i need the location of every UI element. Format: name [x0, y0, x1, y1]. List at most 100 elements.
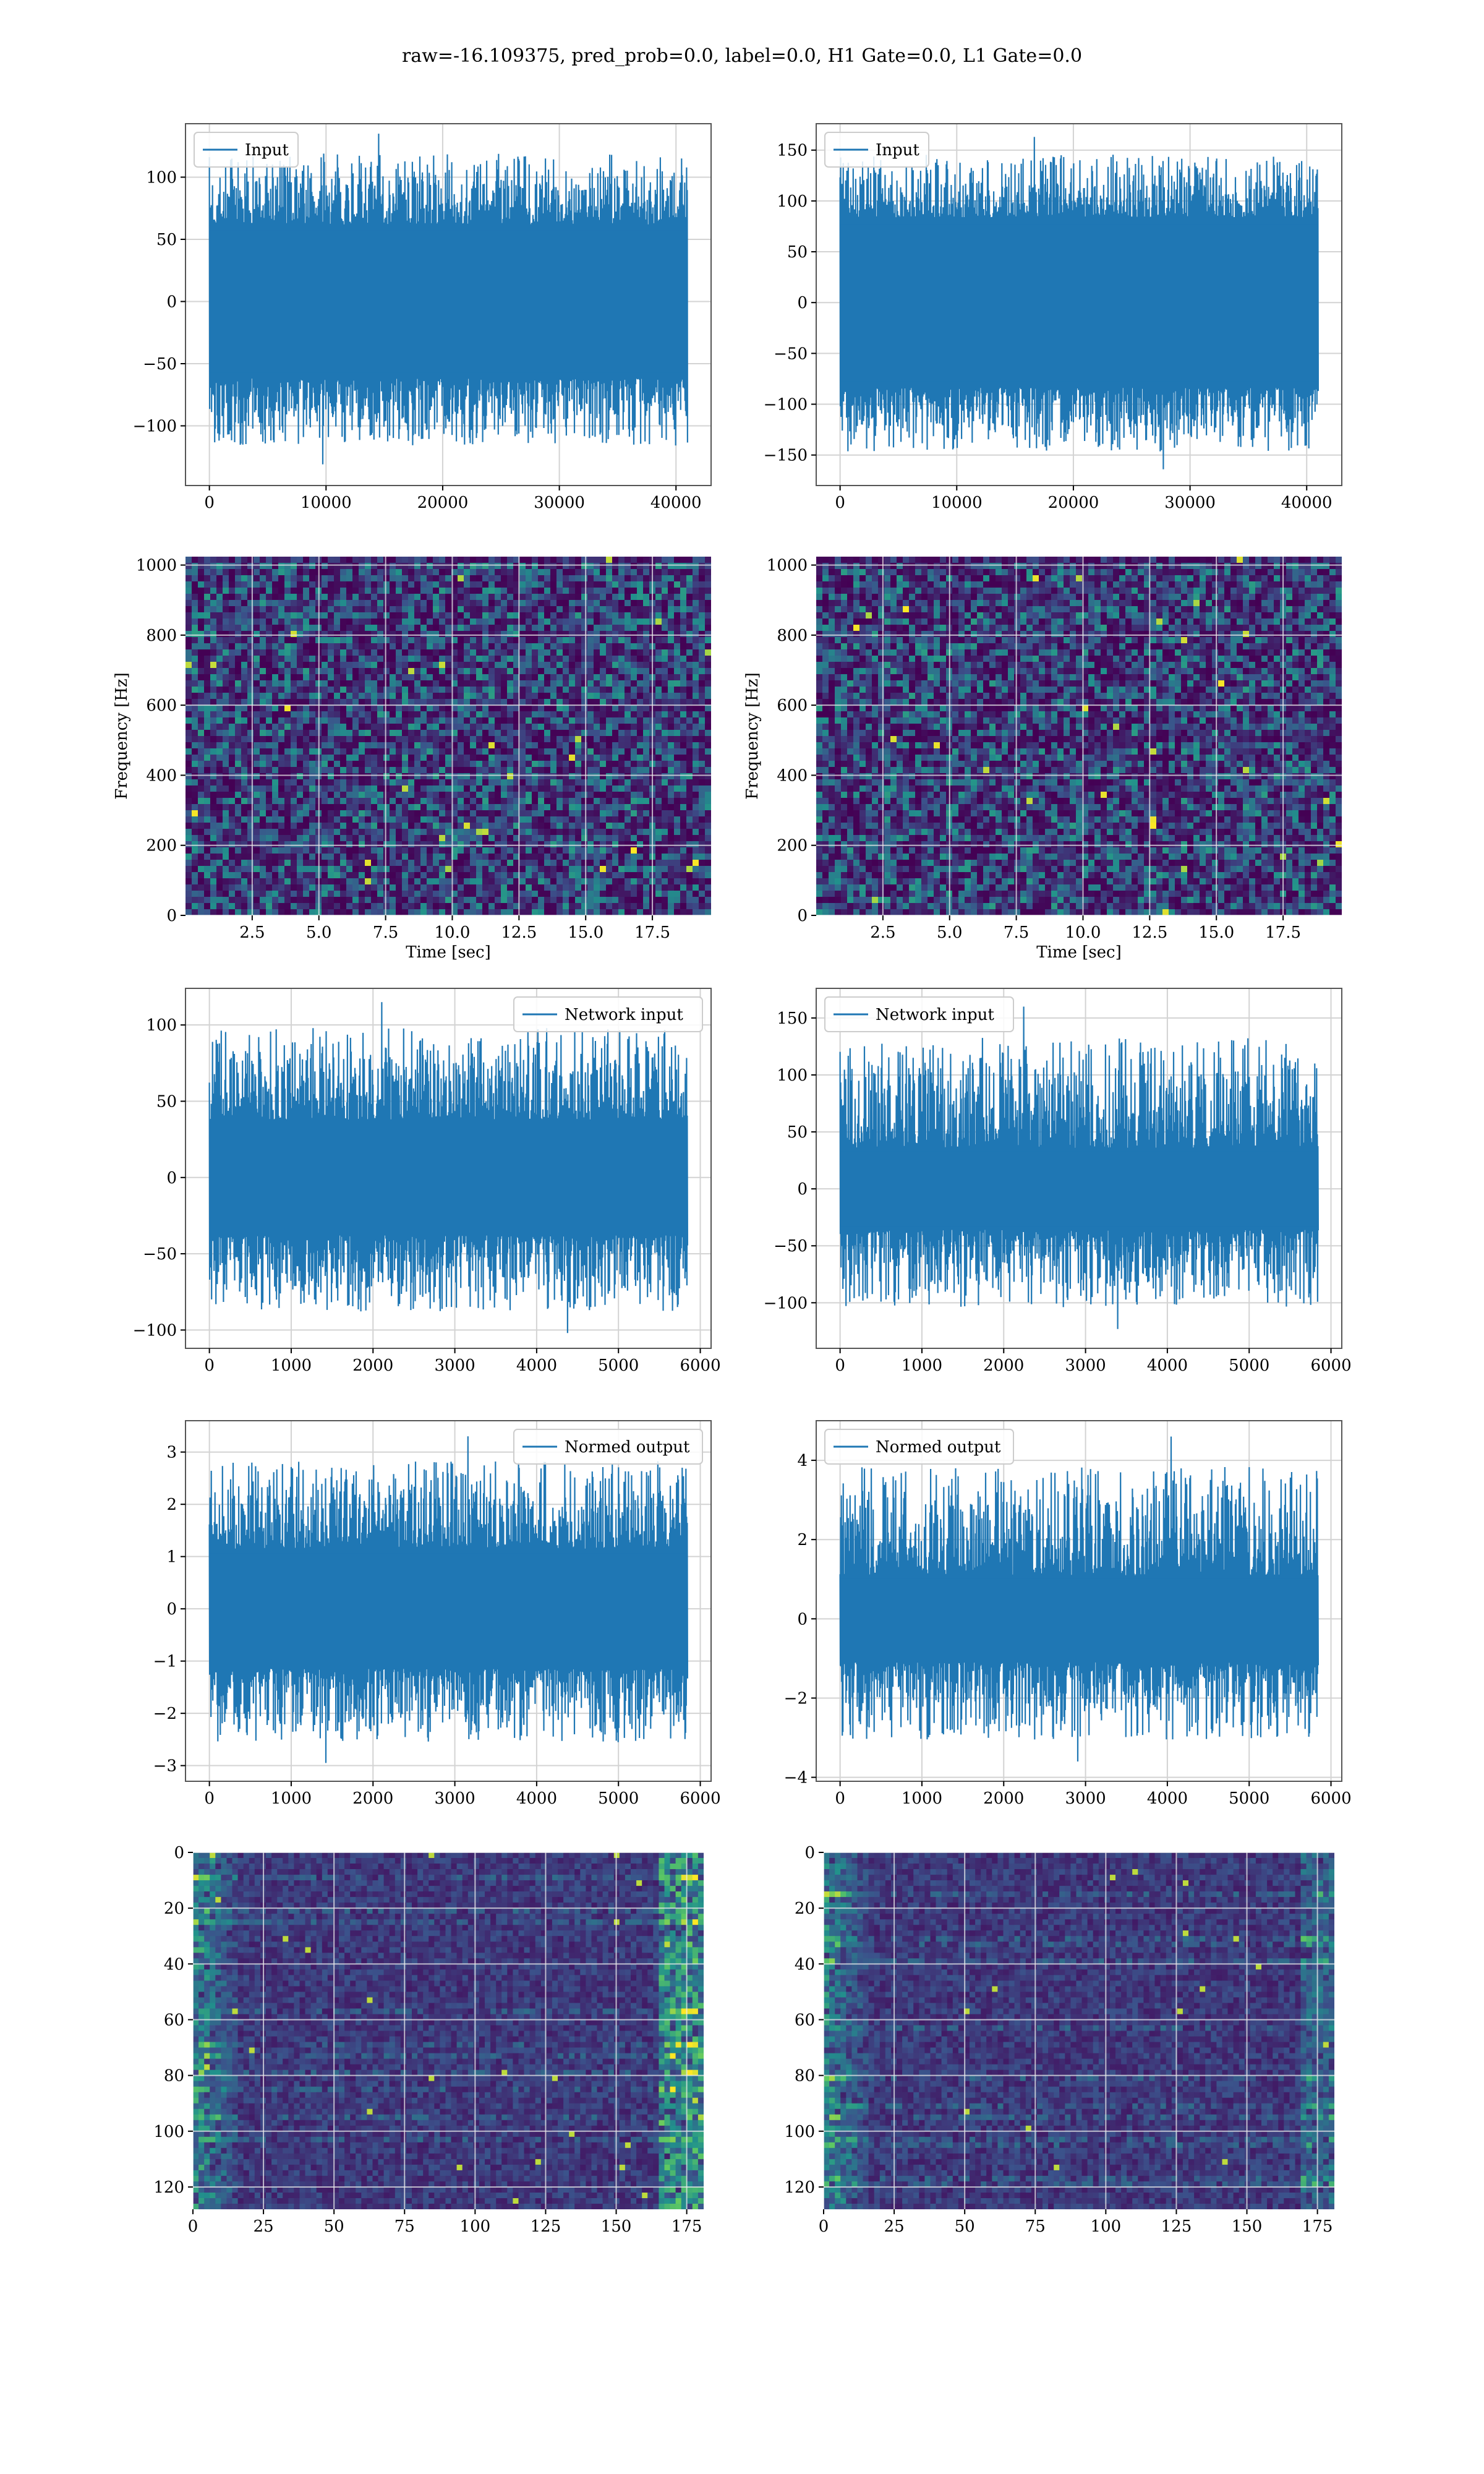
h1-normed-output-legend: Normed output	[513, 1429, 703, 1465]
h1-feature-map-xtick-label: 125	[531, 2217, 561, 2236]
h1-network-input-ytick-label: −100	[133, 1321, 177, 1340]
h1-feature-map-ytick-label: 0	[174, 1844, 184, 1862]
h1-spectrogram-xtick-label: 17.5	[634, 923, 670, 942]
h1-network-input-xtick-label: 4000	[516, 1356, 557, 1375]
l1-network-input-legend-label: Network input	[876, 1006, 994, 1024]
h1-spectrogram-grid	[186, 557, 711, 915]
h1-normed-output-ytick-label: 3	[166, 1444, 177, 1462]
h1-feature-map-ytick-label: 80	[164, 2067, 184, 2086]
l1-feature-map-ytick-label: 60	[795, 2011, 815, 2029]
l1-input-ytick-label: 100	[777, 192, 808, 211]
l1-input-xtick-label: 20000	[1048, 494, 1099, 512]
l1-normed-output-series-core	[840, 1578, 1318, 1659]
h1-normed-output-xtick-label: 6000	[680, 1789, 720, 1808]
l1-spectrogram-xtick-label: 10.0	[1065, 923, 1101, 942]
l1-normed-output-plot-area	[816, 1421, 1342, 1781]
l1-network-input-xtick-label: 4000	[1147, 1356, 1188, 1375]
h1-input-ytick-label: −50	[143, 355, 177, 374]
l1-network-input-ytick-label: 100	[777, 1066, 808, 1085]
l1-normed-output-xtick-label: 6000	[1310, 1789, 1351, 1808]
h1-input-xtick-label: 20000	[417, 494, 469, 512]
l1-input-ytick-label: −50	[774, 345, 808, 363]
l1-network-input-legend: Network input	[824, 996, 1014, 1032]
l1-network-input-ytick-label: 0	[797, 1180, 808, 1199]
h1-network-input-ytick-label: 100	[146, 1016, 177, 1035]
l1-network-input-frame	[816, 988, 1342, 1349]
l1-input-frame	[816, 123, 1342, 486]
l1-input-ytick-label: 50	[787, 243, 808, 262]
l1-input-legend-label: Input	[876, 141, 919, 160]
l1-spectrogram-plot-area	[816, 557, 1342, 915]
h1-input-frame	[185, 123, 712, 486]
h1-network-input-legend-label: Network input	[565, 1006, 683, 1024]
l1-feature-map-xtick-label: 0	[819, 2217, 829, 2236]
h1-input-xtick-label: 40000	[650, 494, 702, 512]
l1-input-ytick-label: 150	[777, 142, 808, 160]
l1-network-input-ytick-label: −100	[764, 1294, 808, 1312]
l1-feature-map-grid	[824, 1852, 1334, 2209]
l1-network-input-plot-area	[816, 988, 1342, 1348]
h1-spectrogram-heatmap	[186, 557, 711, 915]
h1-input-ytick-label: 50	[156, 231, 177, 249]
h1-feature-map-xtick-label: 150	[601, 2217, 632, 2236]
h1-network-input-ytick-label: 50	[156, 1092, 177, 1111]
l1-spectrogram-grid	[816, 557, 1342, 915]
figure-title: raw=-16.109375, pred_prob=0.0, label=0.0…	[402, 45, 1082, 67]
h1-normed-output-frame	[185, 1420, 712, 1782]
l1-feature-map-plot-area	[824, 1852, 1334, 2209]
h1-feature-map-ytick-label: 120	[153, 2178, 184, 2197]
l1-spectrogram-xtick-label: 2.5	[870, 923, 895, 942]
l1-normed-output-xtick-label: 0	[835, 1789, 845, 1808]
h1-feature-map-xtick-label: 50	[324, 2217, 344, 2236]
h1-normed-output-ytick-label: −3	[153, 1757, 177, 1776]
h1-normed-output-series-core	[209, 1553, 688, 1664]
h1-spectrogram-xtick-label: 10.0	[435, 923, 471, 942]
h1-network-input-xtick-label: 0	[204, 1356, 215, 1375]
h1-input-plot-area	[186, 124, 711, 486]
h1-spectrogram-panel: 2.5 5.0 7.5 10.0 12.5 15.0 17.5 0 200 400 600 800 10…	[113, 557, 711, 962]
h1-spectrogram-xtick-label: 7.5	[373, 923, 398, 942]
l1-network-input-xtick-label: 5000	[1229, 1356, 1269, 1375]
l1-spectrogram-xtick-label: 17.5	[1265, 923, 1301, 942]
h1-input-legend-label: Input	[245, 141, 289, 160]
l1-input-panel: 0 10000 20000 30000 40000 −150 −100 −50 0 50 100 15…	[764, 123, 1342, 512]
h1-input-series-core	[209, 230, 688, 373]
l1-spectrogram-xtick-label: 15.0	[1198, 923, 1234, 942]
h1-feature-map-xtick-label: 75	[394, 2217, 415, 2236]
l1-spectrogram-heatmap	[816, 557, 1342, 915]
h1-normed-output-xtick-label: 4000	[516, 1789, 557, 1808]
h1-spectrogram-plot-area	[186, 557, 711, 915]
l1-feature-map-ytick-label: 0	[804, 1844, 815, 1862]
l1-network-input-xtick-label: 0	[835, 1356, 845, 1375]
h1-normed-output-ytick-label: 0	[166, 1600, 177, 1619]
l1-input-xtick-label: 30000	[1164, 494, 1216, 512]
h1-feature-map-ytick-label: 20	[164, 1899, 184, 1918]
l1-network-input-series-line	[839, 1006, 1319, 1329]
h1-network-input-xtick-label: 5000	[598, 1356, 639, 1375]
l1-feature-map-heatmap	[824, 1852, 1334, 2209]
l1-feature-map-xtick-label: 175	[1302, 2217, 1333, 2236]
l1-spectrogram-ytick-label: 1000	[767, 557, 808, 575]
l1-normed-output-ytick-label: 2	[797, 1531, 808, 1549]
h1-spectrogram-ylabel: Frequency [Hz]	[113, 672, 131, 800]
h1-network-input-series-core	[209, 1124, 688, 1231]
l1-spectrogram-ylabel: Frequency [Hz]	[743, 672, 762, 800]
h1-input-xtick-label: 0	[204, 494, 215, 512]
l1-input-legend: Input	[824, 132, 929, 168]
l1-normed-output-xtick-label: 1000	[902, 1789, 942, 1808]
h1-input-ytick-label: 0	[166, 293, 177, 311]
l1-spectrogram-xtick-label: 12.5	[1132, 923, 1167, 942]
h1-feature-map-xtick-label: 175	[672, 2217, 702, 2236]
l1-normed-output-ytick-label: −2	[784, 1689, 808, 1708]
l1-input-series-core	[840, 224, 1318, 382]
h1-feature-map-xtick-label: 25	[254, 2217, 274, 2236]
l1-feature-map-ytick-label: 20	[795, 1899, 815, 1918]
h1-feature-map-ytick-label: 40	[164, 1955, 184, 1974]
l1-feature-map-xtick-label: 150	[1232, 2217, 1263, 2236]
l1-input-ytick-label: −100	[764, 396, 808, 414]
l1-network-input-panel: 0 1000 2000 3000 4000 5000 6000 −100 −50 0 50 100 15…	[764, 988, 1352, 1375]
l1-normed-output-ytick-label: 0	[797, 1610, 808, 1629]
h1-spectrogram-xtick-label: 15.0	[568, 923, 603, 942]
l1-normed-output-xtick-label: 3000	[1065, 1789, 1106, 1808]
